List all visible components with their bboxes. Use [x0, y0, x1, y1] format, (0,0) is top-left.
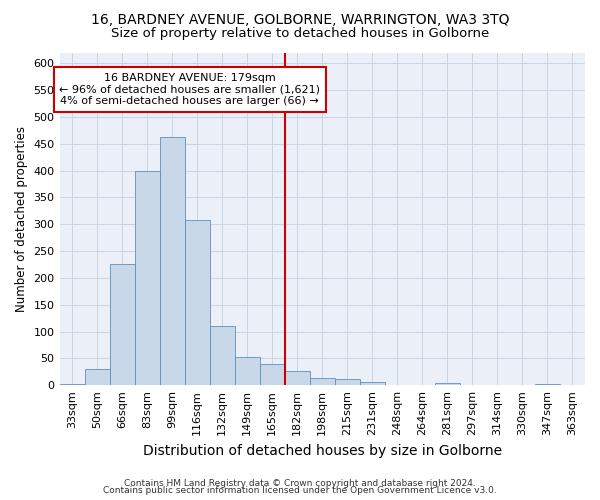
- Bar: [360, 382, 385, 385]
- Bar: [335, 378, 360, 385]
- Bar: [185, 220, 209, 385]
- Bar: [435, 383, 460, 385]
- Bar: [260, 364, 285, 385]
- Text: 16 BARDNEY AVENUE: 179sqm
← 96% of detached houses are smaller (1,621)
4% of sem: 16 BARDNEY AVENUE: 179sqm ← 96% of detac…: [59, 73, 320, 106]
- Bar: [110, 264, 134, 385]
- Text: Contains HM Land Registry data © Crown copyright and database right 2024.: Contains HM Land Registry data © Crown c…: [124, 478, 476, 488]
- Bar: [310, 378, 335, 385]
- Text: Contains public sector information licensed under the Open Government Licence v3: Contains public sector information licen…: [103, 486, 497, 495]
- Text: Size of property relative to detached houses in Golborne: Size of property relative to detached ho…: [111, 28, 489, 40]
- Bar: [134, 170, 160, 385]
- Bar: [235, 358, 260, 385]
- Bar: [160, 136, 185, 385]
- Bar: [59, 384, 85, 385]
- Y-axis label: Number of detached properties: Number of detached properties: [15, 126, 28, 312]
- Text: 16, BARDNEY AVENUE, GOLBORNE, WARRINGTON, WA3 3TQ: 16, BARDNEY AVENUE, GOLBORNE, WARRINGTON…: [91, 12, 509, 26]
- X-axis label: Distribution of detached houses by size in Golborne: Distribution of detached houses by size …: [143, 444, 502, 458]
- Bar: [209, 326, 235, 385]
- Bar: [85, 369, 110, 385]
- Bar: [285, 371, 310, 385]
- Bar: [535, 384, 560, 385]
